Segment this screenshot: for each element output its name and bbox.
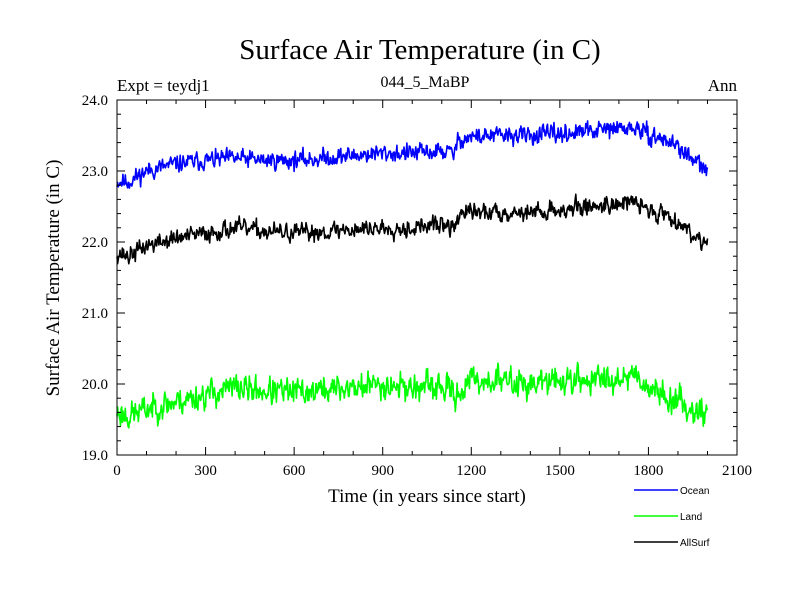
y-tick-label: 20.0 bbox=[82, 377, 108, 393]
y-axis-label: Surface Air Temperature (in C) bbox=[43, 160, 64, 397]
tick-layer: 0 300 600 900 1200 1500 1800 2100 19.0 20.0 21.0 22… bbox=[82, 93, 752, 479]
legend-label-allsurf: AllSurf bbox=[680, 538, 710, 549]
period-label: 044_5_MaBP bbox=[381, 74, 470, 91]
experiment-label: Expt = teydj1 bbox=[117, 76, 210, 95]
y-tick-label: 24.0 bbox=[82, 93, 108, 109]
series-line-land bbox=[116, 361, 709, 429]
series-line-ocean bbox=[116, 120, 709, 189]
plot-area: 0 300 600 900 1200 1500 1800 2100 19.0 20.0 21.0 22… bbox=[82, 93, 752, 479]
x-tick-label: 2100 bbox=[722, 463, 752, 479]
x-tick-label: 900 bbox=[371, 463, 394, 479]
x-tick-label: 600 bbox=[283, 463, 306, 479]
legend-label-ocean: Ocean bbox=[680, 486, 709, 497]
series-line-allsurf bbox=[116, 193, 709, 265]
x-tick-label: 0 bbox=[113, 463, 121, 479]
y-tick-label: 22.0 bbox=[82, 235, 108, 251]
x-tick-label: 300 bbox=[194, 463, 217, 479]
season-label: Ann bbox=[708, 76, 738, 95]
legend: Ocean Land AllSurf bbox=[634, 486, 710, 549]
series-layer bbox=[116, 120, 709, 429]
legend-label-land: Land bbox=[680, 512, 702, 523]
chart-title: Surface Air Temperature (in C) bbox=[239, 34, 600, 66]
y-tick-label: 19.0 bbox=[82, 448, 108, 464]
y-tick-label: 23.0 bbox=[82, 164, 108, 180]
y-tick-label: 21.0 bbox=[82, 306, 108, 322]
x-tick-label: 1800 bbox=[633, 463, 663, 479]
plot-frame bbox=[116, 99, 738, 456]
x-tick-label: 1500 bbox=[545, 463, 575, 479]
x-axis-label: Time (in years since start) bbox=[328, 486, 526, 507]
x-tick-label: 1200 bbox=[456, 463, 486, 479]
